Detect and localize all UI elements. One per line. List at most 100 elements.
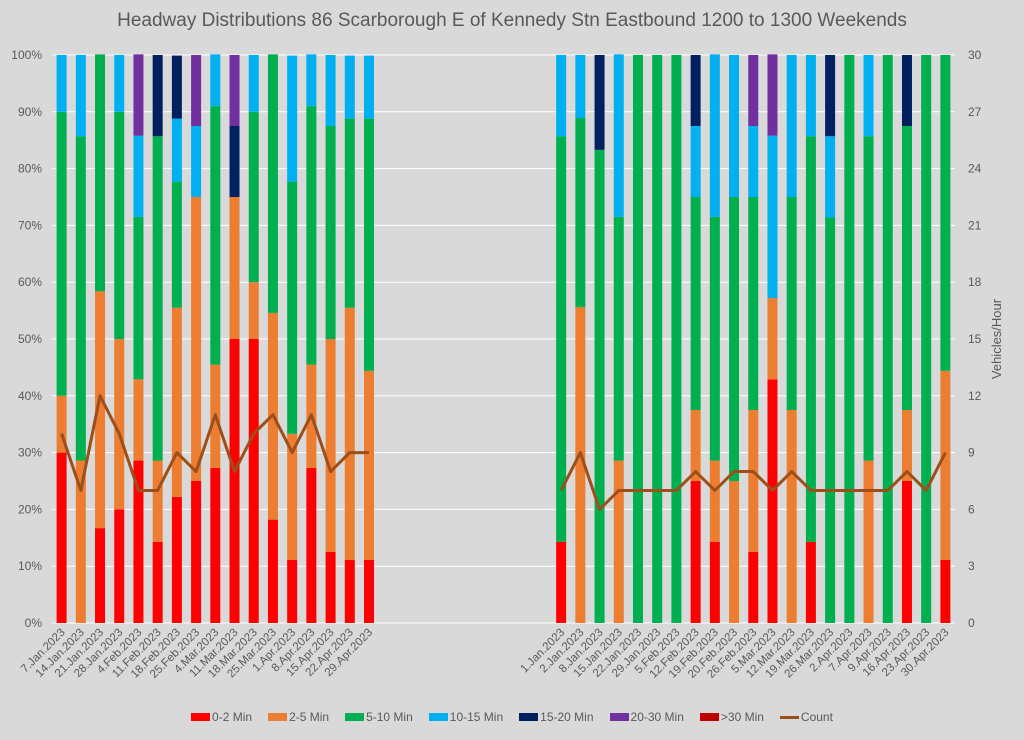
bar-segment	[114, 55, 125, 112]
bar-segment	[344, 118, 355, 308]
y2-tick-label: 30	[968, 48, 982, 62]
bar-segment	[287, 433, 298, 560]
x-axis: 7.Jan.202314.Jan.202321.Jan.202328.Jan.2…	[19, 627, 952, 681]
bar-segment	[306, 467, 317, 623]
bar-segment	[171, 55, 182, 119]
bar-segment	[229, 339, 240, 623]
bar-segment	[690, 197, 701, 410]
bar-segment	[652, 55, 663, 623]
bar-segment	[56, 55, 67, 112]
bar-segment	[191, 55, 202, 126]
bar-segment	[248, 282, 259, 339]
bar-segment	[75, 460, 86, 623]
legend-label: 20-30 Min	[630, 710, 684, 724]
bar-segment	[556, 136, 567, 542]
bar-segment	[95, 291, 106, 529]
bar-segment	[671, 55, 682, 623]
bar-segment	[729, 55, 740, 197]
legend-item: 2-5 Min	[268, 710, 329, 724]
bar-segment	[75, 55, 86, 137]
bar-segment	[306, 106, 317, 365]
bar-segment	[95, 528, 106, 623]
bar-segment	[805, 136, 816, 542]
y2-tick-label: 24	[968, 162, 982, 176]
y-tick-label: 20%	[18, 502, 42, 516]
y2-tick-label: 0	[968, 616, 975, 630]
legend-item: 5-10 Min	[345, 710, 413, 724]
y-tick-label: 10%	[18, 559, 42, 573]
gridlines	[52, 54, 955, 624]
y-tick-label: 40%	[18, 389, 42, 403]
count-lines	[60, 394, 947, 511]
bar-segment	[344, 55, 355, 119]
bar-segment	[210, 54, 221, 107]
bar-segment	[325, 339, 336, 552]
y-tick-label: 50%	[18, 332, 42, 346]
bar-segment	[901, 481, 912, 623]
bar-segment	[210, 106, 221, 365]
bar-segment	[152, 136, 163, 461]
bar-segment	[786, 410, 797, 623]
bars	[56, 54, 951, 623]
bar-segment	[325, 126, 336, 339]
bar-segment	[114, 339, 125, 510]
bar-segment	[767, 379, 778, 623]
bar-segment	[191, 481, 202, 623]
bar-segment	[613, 54, 624, 217]
bar-segment	[133, 379, 144, 461]
bar-segment	[287, 181, 298, 434]
bar-segment	[594, 55, 605, 150]
bar-segment	[748, 197, 759, 410]
bar-segment	[152, 541, 163, 623]
y-tick-label: 30%	[18, 446, 42, 460]
bar-segment	[805, 541, 816, 623]
bar-segment	[114, 509, 125, 623]
bar-segment	[767, 54, 778, 136]
bar-segment	[325, 552, 336, 623]
legend-color-swatch	[345, 713, 365, 721]
bar-segment	[748, 410, 759, 552]
bar-segment	[844, 55, 855, 623]
y2-tick-label: 27	[968, 105, 982, 119]
legend-label: 15-20 Min	[540, 710, 594, 724]
bar-segment	[613, 460, 624, 623]
bar-segment	[248, 339, 259, 623]
bar-segment	[690, 410, 701, 481]
legend-color-swatch	[519, 713, 539, 721]
bar-segment	[152, 460, 163, 542]
bar-segment	[210, 467, 221, 623]
legend-color-swatch	[268, 713, 288, 721]
bar-segment	[364, 118, 375, 371]
bar-segment	[690, 481, 701, 623]
bar-segment	[267, 54, 278, 313]
bar-segment	[171, 118, 182, 182]
bar-segment	[267, 519, 278, 623]
bar-segment	[344, 307, 355, 560]
bar-segment	[863, 136, 874, 461]
legend-color-swatch	[609, 713, 629, 721]
legend: 0-2 Min 2-5 Min 5-10 Min 10-15 Min 15-20 Min…	[0, 710, 1024, 724]
y-tick-label: 90%	[18, 105, 42, 119]
count-line	[559, 451, 947, 511]
y-tick-label: 80%	[18, 162, 42, 176]
bar-segment	[613, 216, 624, 461]
bar-segment	[133, 54, 144, 136]
bar-segment	[901, 55, 912, 126]
bar-segment	[95, 54, 106, 292]
legend-color-swatch	[428, 713, 448, 721]
count-line	[60, 394, 370, 492]
y2-tick-label: 6	[968, 502, 975, 516]
bar-segment	[229, 55, 240, 126]
y2-tick-label: 18	[968, 275, 982, 289]
bar-segment	[767, 298, 778, 380]
bar-segment	[748, 126, 759, 197]
bar-segment	[805, 55, 816, 137]
bar-segment	[940, 559, 951, 623]
bar-segment	[229, 197, 240, 339]
bar-segment	[114, 111, 125, 339]
y-axis-right: 0 3 6 9 12 15 18 21 24 27 30	[968, 48, 982, 630]
bar-segment	[729, 481, 740, 623]
bar-segment	[863, 460, 874, 623]
bar-segment	[940, 370, 951, 560]
